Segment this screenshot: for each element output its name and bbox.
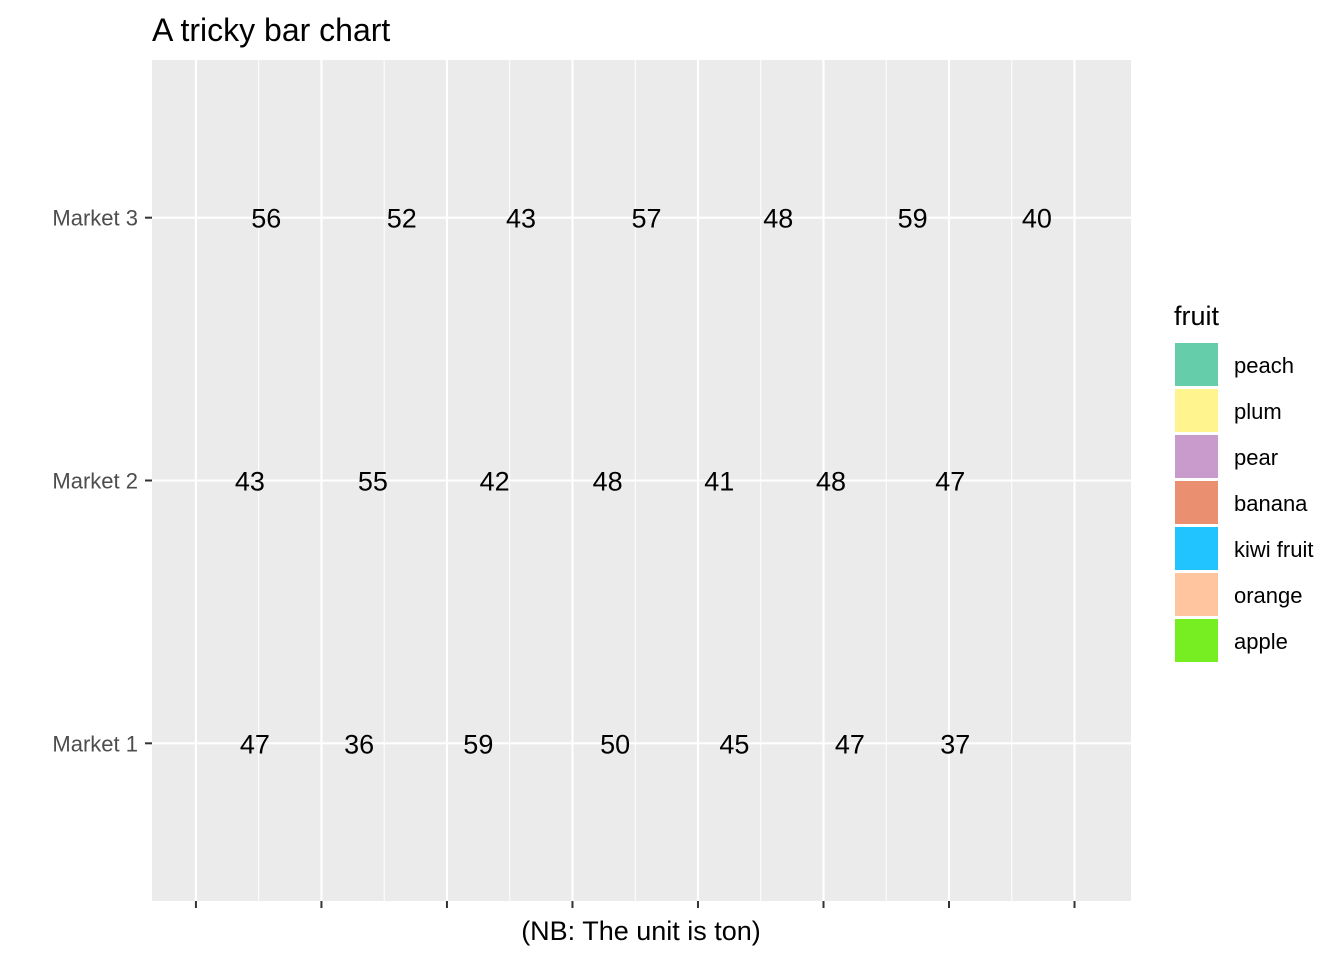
bar-value-label: 59 bbox=[463, 729, 493, 759]
legend-swatch bbox=[1175, 435, 1218, 478]
bar-value-label: 43 bbox=[235, 467, 265, 497]
legend-label: kiwi fruit bbox=[1234, 537, 1313, 562]
legend-swatch bbox=[1175, 527, 1218, 570]
x-axis-label: (NB: The unit is ton) bbox=[521, 916, 761, 946]
bar-value-label: 41 bbox=[704, 467, 734, 497]
bar-labels: 47 36 59 50 45 47 37 43 55 42 48 41 48 47 56 52 43 57 48 59… bbox=[235, 204, 1052, 760]
legend-swatch bbox=[1175, 343, 1218, 386]
bar-value-label: 37 bbox=[940, 729, 970, 759]
legend-swatch bbox=[1175, 619, 1218, 662]
bar-value-label: 48 bbox=[763, 204, 793, 234]
bar-value-label: 50 bbox=[600, 729, 630, 759]
y-tick-label: Market 3 bbox=[52, 206, 138, 231]
bar-value-label: 40 bbox=[1022, 204, 1052, 234]
bar-value-label: 43 bbox=[506, 204, 536, 234]
y-tick-label: Market 2 bbox=[52, 469, 138, 494]
gridlines bbox=[152, 60, 1131, 901]
bar-value-label: 56 bbox=[251, 204, 281, 234]
chart-title: A tricky bar chart bbox=[152, 12, 390, 48]
legend-swatch bbox=[1175, 573, 1218, 616]
legend-label: banana bbox=[1234, 491, 1308, 516]
bar-value-label: 42 bbox=[480, 467, 510, 497]
legend-label: pear bbox=[1234, 445, 1278, 470]
bar-value-label: 55 bbox=[358, 467, 388, 497]
bar-value-label: 48 bbox=[593, 467, 623, 497]
legend: fruit peach plum pear banana kiwi fruit orang… bbox=[1174, 301, 1313, 662]
legend-swatch bbox=[1175, 481, 1218, 524]
bar-value-label: 47 bbox=[835, 729, 865, 759]
legend-label: orange bbox=[1234, 583, 1303, 608]
bar-value-label: 45 bbox=[719, 729, 749, 759]
bar-value-label: 59 bbox=[898, 204, 928, 234]
bar-value-label: 52 bbox=[387, 204, 417, 234]
legend-items: peach plum pear banana kiwi fruit orange apple bbox=[1175, 343, 1313, 662]
y-tick-label: Market 1 bbox=[52, 731, 138, 756]
y-axis: Market 1 Market 2 Market 3 bbox=[52, 206, 1076, 908]
bar-value-label: 47 bbox=[240, 729, 270, 759]
legend-label: apple bbox=[1234, 629, 1288, 654]
bar-value-label: 57 bbox=[631, 204, 661, 234]
bar-value-label: 47 bbox=[935, 467, 965, 497]
legend-swatch bbox=[1175, 389, 1218, 432]
bar-value-label: 36 bbox=[344, 729, 374, 759]
legend-label: plum bbox=[1234, 399, 1282, 424]
bar-value-label: 48 bbox=[816, 467, 846, 497]
legend-label: peach bbox=[1234, 353, 1294, 378]
legend-title: fruit bbox=[1174, 301, 1220, 331]
